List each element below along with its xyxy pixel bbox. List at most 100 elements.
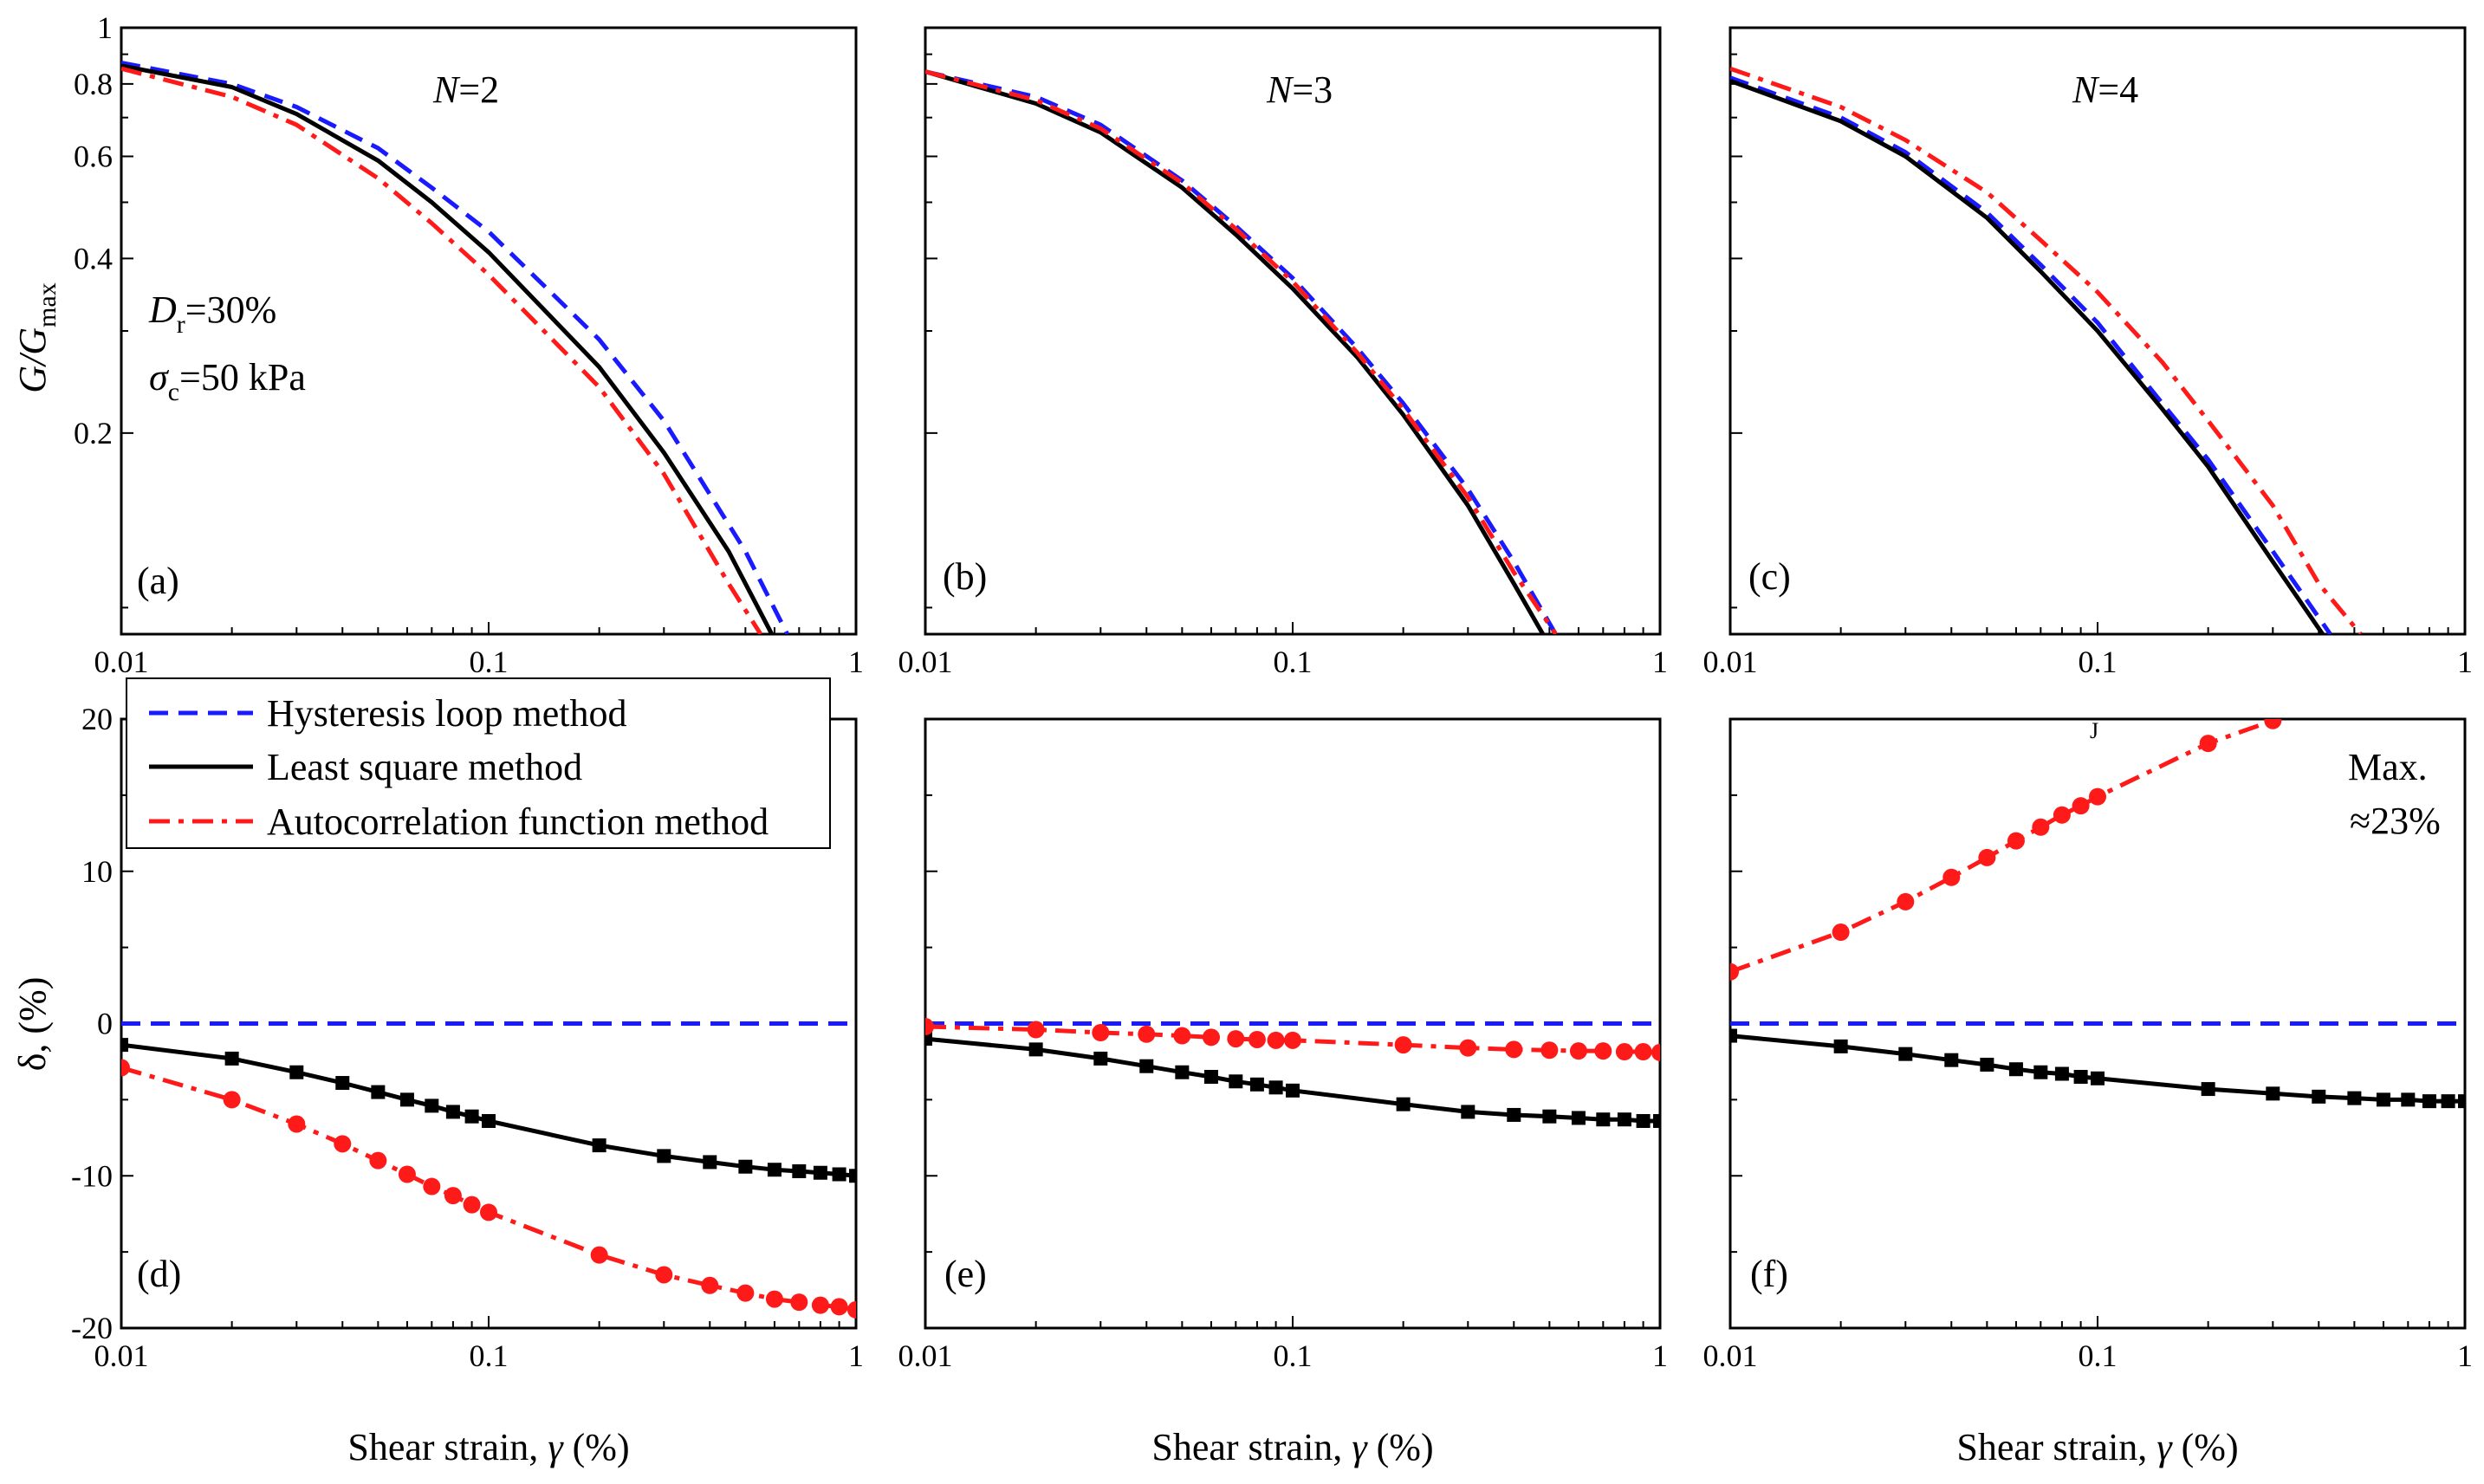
marker-circle-autocorrelation [2264,719,2282,729]
marker-circle-autocorrelation [1284,1031,1301,1049]
legend-label-autocorrelation: Autocorrelation function method [267,800,769,843]
x-tick-label: 1 [2457,645,2473,679]
series-line-hysteresis [121,61,789,634]
y-tick-label: 10 [81,854,113,889]
marker-square-least-square [445,1105,460,1119]
stray-mark: J [2090,718,2098,743]
marker-circle-autocorrelation [1594,1042,1612,1060]
marker-circle-autocorrelation [2072,797,2090,815]
marker-square-least-square [849,1169,856,1183]
panel-a-series [121,61,789,634]
marker-circle-autocorrelation [655,1266,673,1284]
marker-square-least-square [371,1085,386,1099]
marker-square-least-square [1229,1074,1243,1089]
marker-square-least-square [2422,1094,2436,1109]
marker-circle-autocorrelation [1978,848,1996,866]
marker-circle-autocorrelation [369,1151,387,1170]
panel-b-series [925,69,1558,634]
x-tick-label: 0.1 [1274,1338,1313,1373]
dr-symbol: D [148,288,177,331]
marker-square-least-square [121,1038,128,1053]
x-tick-label: 1 [848,645,864,679]
marker-circle-autocorrelation [2199,735,2217,753]
x-tick-label: 0.01 [1703,1338,1758,1373]
marker-square-least-square [425,1098,439,1113]
panel-label-b: (b) [943,555,987,598]
x-tick-label: 1 [1652,645,1668,679]
series-line-hysteresis [925,69,1558,634]
marker-circle-autocorrelation [1267,1031,1285,1049]
marker-circle-autocorrelation [1092,1024,1110,1042]
x-tick-label: 1 [1652,1338,1668,1373]
panel-d-series [121,1021,856,1319]
panel-a-title-var: N [432,68,461,111]
marker-circle-autocorrelation [1569,1042,1587,1060]
marker-circle-autocorrelation [1459,1039,1477,1057]
max-annotation-line2: ≈23% [2350,800,2441,842]
marker-square-least-square [1507,1107,1521,1122]
panel-label-c: (c) [1748,555,1791,598]
marker-square-least-square [1596,1112,1611,1127]
series-line-autocorrelation [1730,66,2363,634]
top-y-axis-title-sub: max [33,282,62,327]
x-tick-label: 0.01 [94,645,149,679]
marker-circle-autocorrelation [2053,806,2071,824]
marker-circle-autocorrelation [398,1165,416,1183]
y-tick-label: -10 [71,1158,113,1193]
marker-circle-autocorrelation [1540,1041,1559,1060]
marker-square-least-square [2266,1086,2280,1101]
marker-circle-autocorrelation [1248,1030,1266,1048]
panel-c-title-value: =4 [2098,68,2138,111]
marker-square-least-square [2312,1089,2326,1104]
x-axis-title-3-unit: (%) [2172,1426,2239,1468]
marker-square-least-square [1542,1109,1557,1124]
x-tick-label: 0.01 [1703,645,1758,679]
marker-square-least-square [1028,1042,1043,1057]
marker-square-least-square [399,1092,414,1107]
panel-a-title: N=2 [432,68,499,111]
marker-circle-autocorrelation [1634,1043,1652,1061]
marker-square-least-square [464,1109,479,1124]
marker-circle-autocorrelation [1505,1040,1523,1059]
x-tick-label: 0.1 [1274,645,1313,679]
y-tick-label: 0.2 [74,416,113,450]
y-tick-label: 20 [81,702,113,736]
marker-square-least-square [1249,1077,1264,1092]
x-axis-title-1-unit: (%) [563,1426,630,1468]
marker-circle-autocorrelation [480,1203,497,1222]
marker-square-least-square [2401,1092,2416,1107]
panel-label-a: (a) [137,560,179,602]
marker-square-least-square [1617,1112,1631,1127]
marker-square-least-square [1203,1070,1218,1085]
marker-square-least-square [2347,1091,2362,1105]
marker-circle-autocorrelation [444,1187,462,1205]
ticks-layer [120,27,2466,1329]
panel-a-frame [120,26,858,636]
marker-square-least-square [2091,1071,2105,1085]
marker-circle-autocorrelation [2089,787,2106,806]
x-axis-title-2-main: Shear strain, [1151,1426,1352,1468]
legend: Hysteresis loop method Least square meth… [126,677,831,849]
panel-b-frame [924,26,1662,636]
marker-circle-autocorrelation [847,1300,856,1319]
x-axis-title-1-symbol: γ [548,1426,564,1468]
marker-square-least-square [482,1113,496,1128]
marker-circle-autocorrelation [223,1091,241,1109]
marker-circle-autocorrelation [288,1115,306,1133]
panel-label-f: (f) [1750,1253,1788,1295]
marker-circle-autocorrelation [1027,1021,1045,1039]
sigma-annotation: σc=50 kPa [149,356,306,406]
marker-square-least-square [1571,1111,1586,1125]
marker-square-least-square [1980,1057,1994,1072]
panel-b-title-value: =3 [1292,68,1333,111]
marker-circle-autocorrelation [1832,923,1850,942]
series-line-autocorrelation [925,69,1558,634]
x-axis-title-1-main: Shear strain, [347,1426,548,1468]
marker-circle-autocorrelation [1173,1027,1191,1045]
sigma-symbol: σ [149,356,170,399]
panel-label-d: (d) [137,1253,181,1295]
dr-value: =30% [185,288,276,331]
x-tick-label: 0.01 [898,1338,953,1373]
marker-circle-autocorrelation [121,1059,130,1077]
marker-square-least-square [1175,1065,1190,1079]
